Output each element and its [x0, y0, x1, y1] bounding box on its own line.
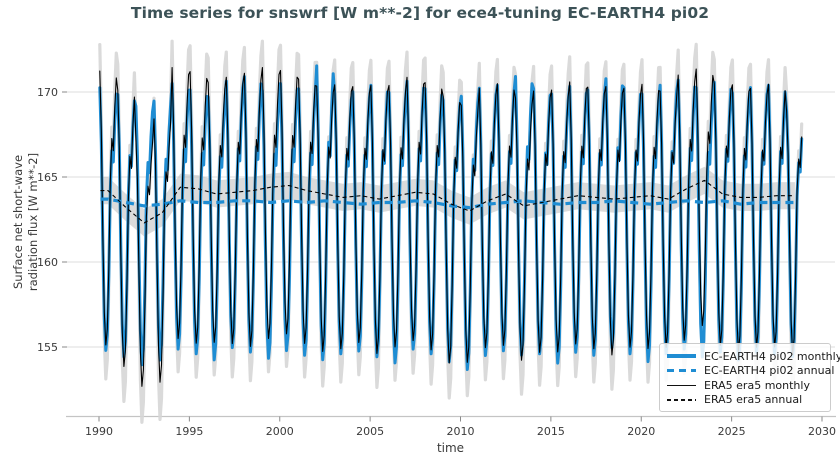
- x-tick-label: 2005: [356, 425, 384, 438]
- legend-label: EC-EARTH4 pi02 monthly: [704, 349, 840, 363]
- legend-label: ERA5 era5 annual: [704, 393, 803, 407]
- y-tick-label: 170: [37, 86, 58, 99]
- x-tick-label: 1990: [85, 425, 113, 438]
- legend-swatch-solid-blue-line: [667, 354, 696, 358]
- y-tick-label: 165: [37, 171, 58, 184]
- y-tick-label: 155: [37, 341, 58, 354]
- legend-item-ec-monthly: EC-EARTH4 pi02 monthly: [667, 349, 840, 363]
- x-axis-label: time: [436, 441, 465, 455]
- x-tick-label: 2000: [266, 425, 294, 438]
- era5-annual-line: [100, 179, 795, 224]
- legend-swatch-dashed-blue-line: [667, 368, 696, 373]
- chart-title: Time series for snswrf [W m**-2] for ece…: [130, 4, 710, 22]
- legend: EC-EARTH4 pi02 monthly EC-EARTH4 pi02 an…: [659, 343, 840, 412]
- x-tick-label: 2010: [447, 425, 475, 438]
- ec-earth4-annual-line: [100, 197, 795, 210]
- era5-monthly-line: [99, 67, 803, 387]
- x-tick-label: 1995: [175, 425, 203, 438]
- x-tick-label: 2030: [808, 425, 836, 438]
- legend-label: EC-EARTH4 pi02 annual: [704, 364, 835, 378]
- legend-item-era5-monthly: ERA5 era5 monthly: [667, 378, 823, 392]
- legend-swatch-dashed-black-line: [667, 399, 696, 401]
- y-tick-label: 160: [37, 256, 58, 269]
- legend-swatch-solid-black-line: [667, 384, 696, 386]
- x-tick-label: 2025: [718, 425, 746, 438]
- x-tick-label: 2020: [627, 425, 655, 438]
- legend-item-ec-annual: EC-EARTH4 pi02 annual: [667, 364, 834, 378]
- legend-label: ERA5 era5 monthly: [704, 378, 810, 392]
- x-tick-label: 2015: [537, 425, 565, 438]
- legend-item-era5-annual: ERA5 era5 annual: [667, 393, 823, 407]
